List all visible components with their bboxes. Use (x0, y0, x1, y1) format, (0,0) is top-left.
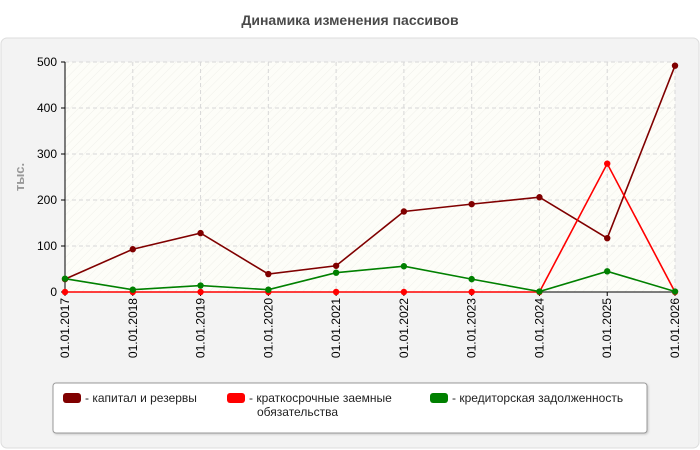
series-line (64, 65, 676, 280)
x-axis-ticks: 01.01.2017 01.01.2018 01.01.2019 01.01.2020… (58, 292, 682, 358)
x-tick-label: 01.01.2017 (58, 298, 72, 358)
series-line (65, 161, 676, 293)
y-tick-label: 300 (37, 147, 57, 161)
data-point (604, 268, 611, 275)
legend: - капитал и резервы - краткосрочные заемн… (52, 382, 648, 434)
data-point (332, 288, 340, 296)
series-line (64, 265, 676, 293)
data-point (671, 288, 679, 295)
data-point (604, 160, 611, 167)
data-point (332, 262, 340, 269)
y-tick-label: 100 (37, 239, 57, 253)
legend-label: - кредиторская задолженность (452, 391, 623, 405)
legend-swatch (227, 393, 245, 403)
x-tick-label: 01.01.2025 (600, 298, 614, 358)
legend-item: - капитал и резервы (63, 391, 197, 405)
x-tick-label: 01.01.2019 (194, 298, 208, 358)
data-point (129, 246, 136, 253)
data-point (265, 270, 272, 278)
x-tick-label: 01.01.2018 (126, 298, 140, 358)
data-point (400, 288, 408, 296)
x-tick-label: 01.01.2026 (668, 298, 682, 358)
legend-swatch (63, 393, 81, 403)
data-point (536, 288, 543, 295)
y-tick-label: 500 (37, 55, 57, 69)
legend-swatch (430, 393, 448, 403)
y-tick-label: 0 (50, 285, 57, 299)
y-tick-label: 400 (37, 101, 57, 115)
x-tick-label: 01.01.2024 (532, 298, 546, 358)
data-point (468, 275, 475, 283)
data-point (61, 288, 69, 296)
data-point (400, 208, 408, 215)
legend-item: - кредиторская задолженность (430, 391, 623, 405)
legend-box (52, 382, 648, 434)
data-point (197, 229, 204, 237)
x-tick-label: 01.01.2023 (465, 298, 479, 358)
y-axis-ticks: 0 100 200 300 400 500 (37, 55, 65, 299)
data-point (129, 286, 136, 293)
data-point (604, 234, 611, 242)
series-3 (61, 263, 679, 295)
data-point (197, 282, 204, 289)
legend-item: - краткосрочные заемные обязательства (227, 391, 392, 419)
data-point (332, 269, 340, 276)
chart-title: Динамика изменения пассивов (241, 12, 459, 28)
series-group (61, 62, 679, 296)
legend-label: - капитал и резервы (85, 391, 197, 405)
y-tick-label: 200 (37, 193, 57, 207)
data-point (61, 275, 69, 282)
data-point (468, 288, 475, 296)
x-tick-label: 01.01.2022 (397, 298, 411, 358)
data-point (265, 286, 272, 293)
data-point (197, 288, 204, 296)
y-axis-label: тыс. (12, 163, 27, 191)
legend-label: - краткосрочные заемные обязательства (249, 391, 392, 419)
data-point (671, 62, 679, 69)
data-point (536, 194, 543, 201)
x-tick-label: 01.01.2021 (329, 298, 343, 358)
data-point (400, 263, 408, 270)
plot-area (65, 62, 675, 292)
gridlines (65, 61, 676, 292)
x-tick-label: 01.01.2020 (261, 298, 275, 358)
data-point (468, 200, 475, 208)
